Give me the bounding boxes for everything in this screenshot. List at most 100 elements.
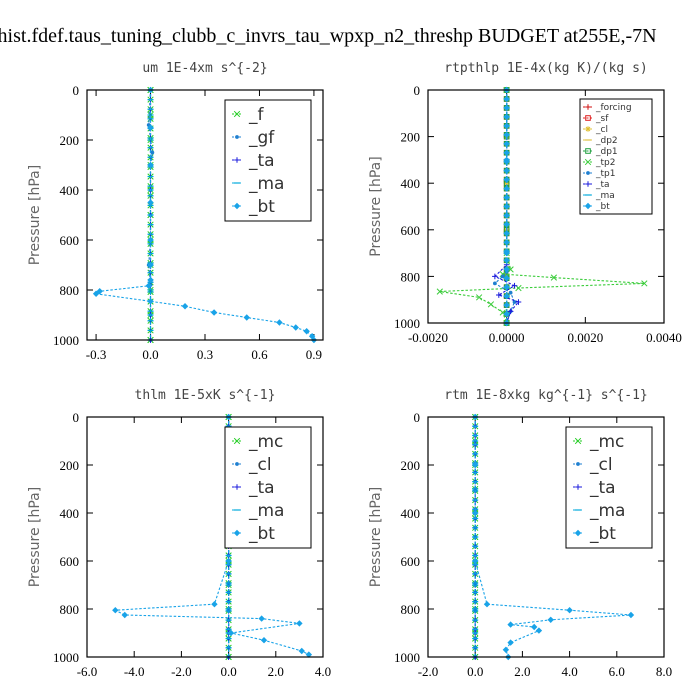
data-point (303, 328, 310, 335)
legend-label: _ma (248, 174, 284, 194)
legend: _forcing_sf_cl_dp2_dp1_tp2_tp1_ta_ma_bt (579, 98, 653, 215)
data-point (121, 611, 128, 619)
data-point (550, 274, 558, 281)
legend-label: _forcing (595, 103, 632, 113)
data-point (503, 95, 510, 103)
data-point (147, 261, 154, 269)
data-point (475, 294, 483, 301)
x-tick-label: 0.0020 (567, 330, 603, 345)
x-tick-label: 0.0000 (489, 330, 525, 345)
figure-title: thist.fdef.taus_tuning_clubb_c_invrs_tau… (0, 25, 657, 47)
legend-label: _gf (248, 128, 275, 148)
data-point (147, 236, 154, 244)
data-point (503, 104, 510, 112)
y-tick-label: 800 (401, 602, 421, 617)
chart-panel-2: rtpthlp 1E-4x(kg K)/(kg s) Pressure [hPa]… (368, 61, 682, 345)
data-point (503, 194, 510, 201)
data-point (503, 283, 510, 291)
data-point (515, 299, 522, 305)
series-line-bt (474, 417, 632, 658)
data-point (535, 627, 543, 634)
plot-frame (427, 416, 665, 658)
data-point (531, 623, 538, 631)
data-point (181, 303, 189, 310)
legend-label: _bt (248, 524, 275, 544)
data-point (503, 149, 510, 156)
legend-label: _ta (589, 478, 616, 498)
y-tick-label: 0 (73, 410, 80, 425)
series-markers-bt (503, 86, 510, 327)
data-point (147, 199, 154, 206)
legend-marker (585, 181, 591, 187)
x-tick-label: 2.0 (514, 664, 530, 679)
x-tick-label: -4.0 (124, 664, 145, 679)
panel-title: rtm 1E-8xkg kg^{-1} s^{-1} (444, 388, 648, 403)
y-tick-label: 400 (401, 176, 421, 191)
x-tick-label: 8.0 (656, 664, 672, 679)
y-tick-label: 1000 (394, 316, 420, 331)
legend-marker (233, 437, 241, 445)
data-point (503, 122, 510, 130)
series-line-ta (493, 90, 520, 324)
legend-label: _sf (595, 114, 609, 124)
panel-title: um 1E-4xm s^{-2} (142, 61, 267, 76)
y-tick-label: 0 (414, 410, 421, 425)
chart-panel-3: thlm 1E-5xK s^{-1} Pressure [hPa] 0 200 400 6… (27, 388, 331, 679)
plot-frame (427, 89, 665, 324)
x-tick-label: 0.6 (251, 347, 268, 362)
legend: _f _gf _ta _ma _bt (224, 99, 312, 222)
legend-label: _ta (595, 180, 610, 190)
legend-label: _bt (248, 197, 275, 217)
data-point (436, 288, 443, 295)
data-point (503, 266, 510, 273)
legend-label: _mc (589, 432, 624, 452)
legend-label: _f (248, 105, 265, 125)
x-tick-label: 6.0 (609, 664, 625, 679)
y-tick-label: 400 (60, 506, 80, 521)
y-tick-label: 200 (401, 130, 421, 145)
legend-label: _tp1 (595, 169, 615, 179)
x-tick-label: -0.3 (86, 347, 107, 362)
legend-marker (585, 104, 591, 110)
y-tick-label: 1000 (394, 650, 420, 665)
data-point (225, 557, 232, 565)
data-point (499, 270, 506, 278)
legend-marker (584, 158, 592, 166)
legend-marker (574, 529, 582, 537)
data-point (258, 615, 265, 622)
x-tick-label: 4.0 (561, 664, 577, 679)
y-tick-label: 200 (401, 458, 421, 473)
data-point (503, 257, 510, 264)
data-point (147, 124, 154, 131)
y-tick-label: 1000 (53, 650, 79, 665)
data-point (305, 651, 313, 658)
data-point (503, 230, 510, 237)
data-point (507, 308, 514, 315)
data-point (503, 185, 510, 192)
x-tick-label: 0.3 (197, 347, 213, 362)
legend-label: _tp2 (595, 158, 615, 168)
legend-label: _ta (248, 478, 275, 498)
data-point (503, 274, 510, 282)
data-point (145, 282, 152, 289)
data-point (503, 167, 510, 174)
data-point (503, 310, 510, 318)
y-axis-label: Pressure [hPa] (368, 487, 384, 587)
y-tick-label: 400 (401, 506, 421, 521)
data-point (508, 290, 513, 295)
plot-frame (86, 89, 324, 341)
y-tick-label: 800 (401, 269, 421, 284)
data-point (641, 280, 648, 287)
legend-label: _ma (589, 501, 625, 521)
chart-panel-1: um 1E-4xm s^{-2} Pressure [hPa] 0 200 400 600… (27, 61, 324, 362)
y-tick-label: 200 (60, 133, 80, 148)
y-axis-label: Pressure [hPa] (368, 156, 384, 256)
legend-marker (585, 115, 591, 121)
panel-title: rtpthlp 1E-4x(kg K)/(kg s) (444, 61, 648, 76)
data-point (503, 239, 510, 246)
x-tick-label: 0.0 (220, 664, 236, 679)
y-tick-label: 600 (401, 554, 421, 569)
legend-marker (575, 484, 581, 490)
y-tick-label: 0 (73, 83, 80, 98)
